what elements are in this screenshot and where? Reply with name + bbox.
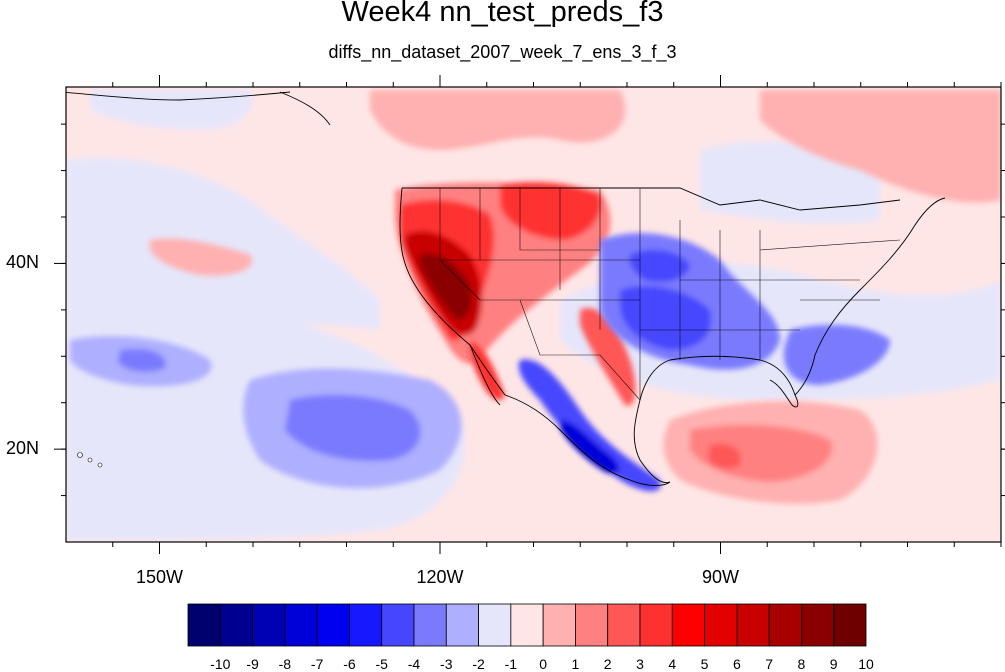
field-blue-east-pacific-core [285, 394, 421, 461]
mexico-gulf-coastline [633, 399, 671, 483]
colorbar-swatch [639, 603, 673, 647]
colorbar [187, 603, 867, 647]
colorbar-swatch [575, 603, 609, 647]
colorbar-swatch [219, 603, 253, 647]
colorbar-swatch [510, 603, 544, 647]
field-blue-plains-core [629, 249, 690, 282]
state-borders [439, 188, 901, 401]
field-pink-canada [370, 90, 626, 150]
field-pale-blue-north-pacific [66, 157, 380, 333]
lat-tick-label: 40N [6, 252, 40, 273]
colorbar-tick-label: -2 [472, 656, 485, 672]
colorbar-tick-label: -10 [210, 656, 231, 672]
colorbar-tick-label: -5 [375, 656, 388, 672]
colorbar-tick-label: 4 [668, 656, 677, 672]
colorbar-tick-label: 2 [603, 656, 612, 672]
map-title: Week4 nn_test_preds_f3 [341, 0, 664, 28]
field-pink-pacific [150, 238, 252, 276]
field-pale-blue-gulf-alaska [90, 90, 253, 130]
baja-coastline [469, 344, 501, 406]
map-subtitle: diffs_nn_dataset_2007_week_7_ens_3_f_3 [328, 42, 677, 62]
colorbar-tick-label: -1 [504, 656, 518, 672]
colorbar-swatch [671, 603, 705, 647]
colorbar-tick-label: 0 [539, 656, 548, 672]
field-blue-west-pacific-core [118, 348, 166, 372]
colorbar-swatch [252, 603, 286, 647]
alaska-coastline [66, 91, 291, 101]
field-red-caribbean-core [708, 443, 741, 469]
colorbar-tick-label: -6 [343, 656, 356, 672]
colorbar-swatch [801, 603, 835, 647]
colorbar-tick-label: 1 [571, 656, 580, 672]
field-blue-mexico-coast [518, 359, 661, 492]
colorbar-tick-label: -7 [310, 656, 324, 672]
hawaii-island [87, 457, 93, 463]
colorbar-tick-label: 5 [700, 656, 709, 672]
colorbar-swatch [833, 603, 867, 647]
axis-ticks [54, 75, 1005, 554]
us-east-coastline [794, 197, 946, 396]
field-dark-blue-mexico [560, 420, 620, 474]
hawaii-island [77, 452, 83, 458]
colorbar-swatch [284, 603, 318, 647]
colorbar-swatch [736, 603, 770, 647]
colorbar-swatch [413, 603, 447, 647]
colorbar-swatch [445, 603, 479, 647]
colorbar-tick-label: -8 [278, 656, 292, 672]
lon-tick-label: 120W [416, 567, 464, 587]
colorbar-tick-label: -4 [407, 656, 421, 672]
colorbar-tick-label: 9 [829, 656, 838, 672]
gulf-coastline [639, 355, 799, 408]
coastlines [66, 91, 946, 486]
colorbar-swatch [542, 603, 576, 647]
mexico-pacific-coastline [504, 394, 671, 486]
field-red-texas [580, 308, 636, 406]
lat-tick-label: 20N [6, 438, 40, 459]
colorbar-swatch [349, 603, 383, 647]
colorbar-tick-label: 10 [858, 656, 874, 672]
anomaly-field [66, 87, 1001, 542]
lon-tick-label: 90W [701, 567, 740, 587]
alaska-panhandle-coastline [279, 91, 331, 126]
colorbar-swatch [704, 603, 738, 647]
field-pink-northeast [760, 90, 1001, 203]
hawaii-island [97, 462, 103, 468]
colorbar-tick-label: -3 [440, 656, 453, 672]
colorbar-swatch [316, 603, 350, 647]
colorbar-swatch [768, 603, 802, 647]
field-darkest-red-california [420, 254, 472, 320]
colorbar-swatch [478, 603, 512, 647]
us-west-coastline [399, 187, 506, 396]
lon-tick-label: 150W [135, 567, 184, 587]
colorbar-tick-label: 3 [636, 656, 644, 672]
colorbar-tick-label: 8 [797, 656, 806, 672]
colorbar-tick-label: -9 [246, 656, 259, 672]
us-canada-border [402, 187, 901, 211]
colorbar-swatch [381, 603, 415, 647]
colorbar-swatch [607, 603, 641, 647]
islands [77, 452, 103, 468]
field-blue-south-central-core [620, 286, 711, 350]
colorbar-tick-label: 6 [732, 656, 741, 672]
field-red-northern-plains [500, 182, 601, 240]
colorbar-tick-label: 7 [765, 656, 774, 672]
colorbar-swatch [187, 603, 221, 647]
